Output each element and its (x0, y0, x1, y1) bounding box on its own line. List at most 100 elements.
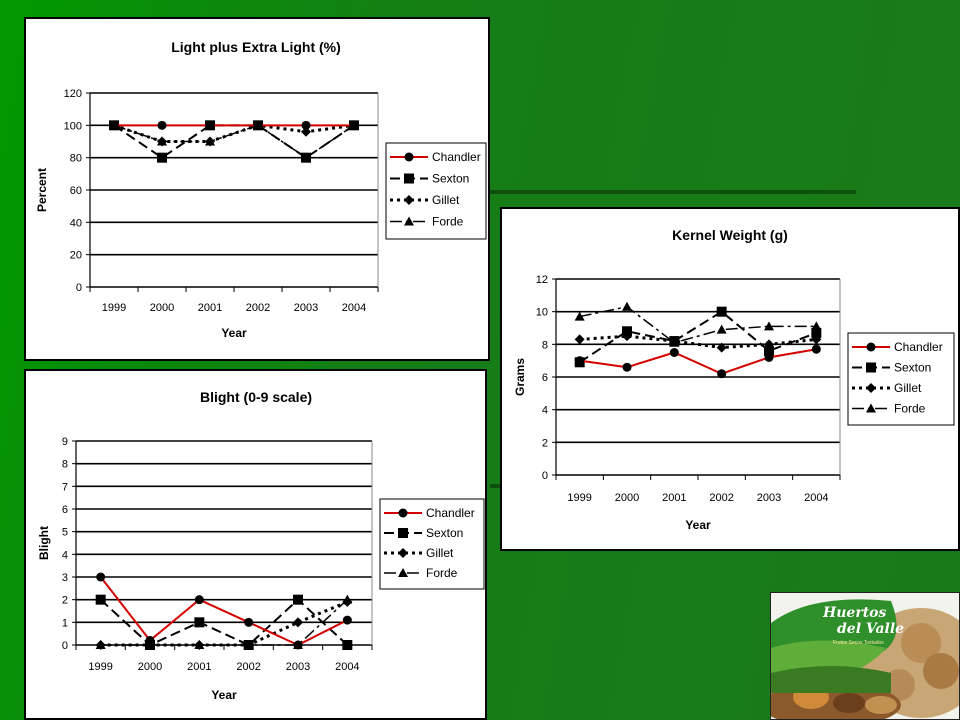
chart-blight-legend-label: Chandler (426, 506, 475, 520)
chart-kernel-point-forde (716, 324, 727, 334)
logo-tagline: Frutos Secos Tostados (833, 640, 884, 646)
chart-light-ytick-label: 0 (76, 282, 82, 294)
chart-blight-ytick-label: 7 (62, 481, 68, 493)
chart-blight-xlabel: Year (211, 688, 237, 702)
chart-light-point-chandler (349, 120, 359, 130)
chart-light-legend-label: Gillet (432, 193, 460, 207)
chart-kernel-point-chandler (622, 362, 632, 372)
chart-light-legend-item-chandler: Chandler (390, 150, 481, 164)
chart-light-xlabel: Year (221, 326, 247, 340)
chart-blight-point-sexton (293, 594, 303, 605)
chart-blight-ytick-label: 2 (62, 595, 68, 607)
chart-kernel-ytick-label: 6 (542, 372, 548, 384)
chart-blight-ytick-label: 3 (62, 572, 68, 584)
chart-light-legend-label: Chandler (432, 150, 481, 164)
chart-light-ytick-label: 80 (70, 153, 82, 165)
chart-blight-ylabel: Blight (37, 526, 51, 560)
chart-kernel-line-gillet (579, 334, 817, 350)
chart-kernel-point-sexton (716, 306, 727, 317)
chart-kernel-legend-box (847, 332, 955, 426)
chart-blight-xtick-label: 2002 (236, 661, 260, 673)
chart-blight-legend-marker (398, 508, 408, 518)
chart-blight-series-gillet (95, 596, 353, 650)
chart-kernel-legend-marker (866, 362, 876, 373)
chart-blight-ytick-label: 0 (62, 640, 68, 652)
chart-blight-ytick-label: 9 (62, 436, 68, 448)
chart-blight-xtick-label: 2001 (187, 661, 211, 673)
chart-light-xtick-label: 2000 (150, 302, 174, 314)
logo-graphic: Huertos del Valle Frutos Secos Tostados (771, 599, 959, 719)
logo-line2: del Valle (837, 621, 904, 637)
chart-blight-legend-label: Forde (426, 566, 458, 580)
chart-kernel-legend-item-sexton: Sexton (852, 361, 931, 375)
chart-kernel-point-chandler (811, 344, 821, 354)
chart-light-legend-marker (404, 173, 414, 184)
chart-kernel-point-gillet (574, 334, 585, 345)
chart-blight-point-sexton (342, 640, 353, 650)
chart-kernel-point-forde (669, 337, 680, 347)
chart-kernel-xtick-label: 2004 (804, 492, 828, 504)
chart-light-ytick-label: 40 (70, 217, 82, 229)
chart-blight-legend-item-forde: Forde (384, 566, 458, 580)
chart-blight-point-gillet (293, 617, 303, 628)
chart-blight-xtick-label: 2004 (335, 661, 359, 673)
chart-blight-xtick-label: 1999 (88, 661, 112, 673)
chart-kernel-xlabel: Year (685, 518, 711, 532)
chart-kernel-legend-label: Sexton (894, 361, 931, 375)
chart-blight-point-chandler (293, 640, 303, 650)
chart-light-point-chandler (253, 120, 263, 130)
chart-kernel-point-forde (622, 301, 632, 311)
chart-kernel-series-forde (574, 301, 822, 347)
chart-kernel-xtick-label: 1999 (567, 492, 591, 504)
chart-blight-ytick-label: 8 (62, 459, 68, 471)
chart-blight-ytick-label: 4 (62, 549, 68, 561)
huertos-del-valle-logo: Huertos del Valle Frutos Secos Tostados (770, 592, 960, 720)
chart-blight-line-gillet (100, 600, 348, 647)
chart-kernel-point-chandler (575, 356, 585, 366)
chart-light-legend-label: Sexton (432, 172, 469, 186)
chart-blight-legend: Chandler Sexton Gillet Forde (379, 498, 485, 590)
chart-kernel-xtick-label: 2002 (709, 492, 733, 504)
chart-blight-legend-marker (398, 548, 408, 558)
chart-kernel-line-sexton (579, 310, 817, 364)
chart-blight-point-sexton (95, 594, 106, 605)
chart-blight-point-forde (95, 640, 106, 649)
chart-kernel-legend-item-gillet: Gillet (852, 381, 922, 395)
chart-light-line-sexton (113, 124, 355, 159)
chart-blight-point-chandler (96, 572, 106, 582)
chart-blight-legend-marker (398, 568, 408, 577)
chart-blight-point-forde (194, 640, 205, 649)
chart-light-ytick-label: 20 (70, 250, 82, 262)
chart-blight-line-forde (100, 599, 348, 646)
chart-light-ytick-label: 120 (64, 88, 82, 100)
chart-light-point-forde (157, 136, 167, 146)
chart-kernel-ytick-label: 10 (536, 307, 548, 319)
chart-light-title: Light plus Extra Light (%) (171, 39, 341, 55)
chart-light-series-forde (109, 120, 359, 162)
chart-kernel-point-chandler (669, 348, 679, 357)
chart-light-xtick-label: 1999 (102, 302, 126, 314)
chart-light-series-sexton (109, 120, 359, 163)
chart-light-legend-marker (404, 152, 414, 162)
chart-kernel-point-forde (811, 321, 822, 331)
chart-light-legend-item-forde: Forde (390, 215, 464, 229)
chart-kernel-legend-item-forde: Forde (852, 402, 926, 416)
chart-kernel-legend-label: Forde (894, 402, 926, 416)
chart-blight-ytick-label: 1 (62, 617, 68, 629)
chart-kernel-legend-item-chandler: Chandler (852, 340, 943, 354)
chart-blight-xtick-label: 2000 (138, 661, 162, 673)
chart-blight-legend-item-gillet: Gillet (384, 546, 454, 560)
chart-light-legend-marker (404, 195, 414, 205)
chart-kernel-xtick-label: 2001 (662, 492, 686, 504)
chart-kernel-ylabel: Grams (513, 358, 527, 396)
chart-kernel-xtick-label: 2003 (757, 492, 781, 504)
chart-kernel-point-forde (764, 321, 774, 331)
chart-kernel-legend-marker (866, 342, 876, 352)
chart-blight-point-chandler (342, 615, 352, 625)
chart-blight-point-chandler (194, 595, 204, 605)
chart-kernel-legend-marker (866, 403, 876, 413)
chart-kernel-legend-marker (866, 383, 876, 393)
chart-light-point-chandler (109, 120, 119, 130)
chart-light-ylabel: Percent (35, 168, 49, 212)
chart-light-legend-item-sexton: Sexton (390, 172, 469, 186)
